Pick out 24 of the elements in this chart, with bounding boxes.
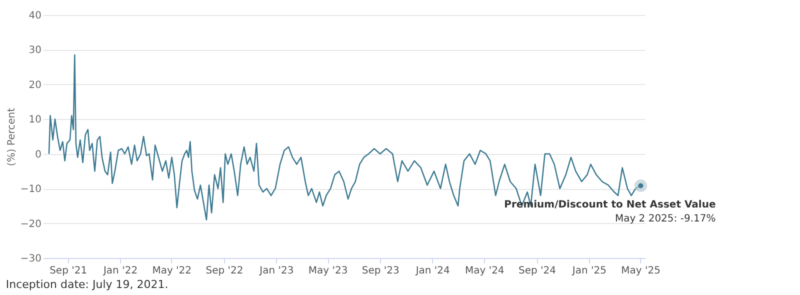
- annotation: May 2 2025: -9.17%: [614, 214, 716, 225]
- x-tick-label: Sep '24: [518, 266, 556, 276]
- y-tick-label: 0: [35, 149, 42, 160]
- y-tick-label: 10: [28, 114, 42, 126]
- y-tick-label: 30: [28, 45, 42, 56]
- y-tick-label: 40: [28, 10, 42, 22]
- y-tick-label: −10: [20, 184, 42, 196]
- x-tick-label: Sep '22: [206, 266, 244, 276]
- annotation: Premium/Discount to Net Asset Value: [504, 200, 716, 211]
- y-tick-label: 20: [28, 80, 42, 91]
- x-tick-label: May '24: [464, 266, 504, 276]
- x-tick-label: May '22: [152, 266, 192, 276]
- x-tick-label: May '25: [621, 266, 660, 276]
- x-tick-label: Jan '25: [571, 266, 606, 276]
- x-tick-label: Sep '21: [50, 266, 88, 276]
- x-tick-label: Jan '24: [414, 266, 450, 276]
- x-tick-label: Jan '23: [258, 266, 294, 276]
- y-tick-label: −20: [20, 218, 42, 230]
- y-axis-title: (%) Percent: [6, 108, 18, 166]
- y-tick-label: −30: [20, 254, 42, 264]
- x-tick-label: Sep '23: [362, 266, 400, 276]
- x-tick-label: Jan '22: [102, 266, 138, 276]
- text: Inception date: July 19, 2021.: [6, 278, 168, 291]
- x-tick-label: May '23: [308, 266, 348, 276]
